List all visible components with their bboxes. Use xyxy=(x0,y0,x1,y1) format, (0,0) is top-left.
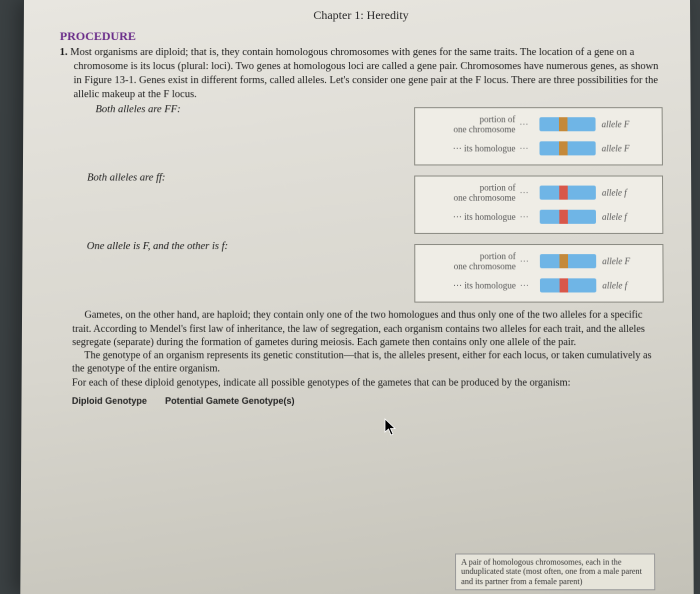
chromosome-icon xyxy=(540,186,596,200)
chapter-title: Chapter 1: Heredity xyxy=(60,8,662,23)
case-2-label: Both alleles are ff: xyxy=(59,172,406,186)
side-note-box: A pair of homologous chromosomes, each i… xyxy=(455,553,655,590)
chromosome-icon xyxy=(540,210,596,224)
procedure-heading: PROCEDURE xyxy=(60,29,662,44)
col-1: Diploid Genotype xyxy=(72,396,147,406)
case-1-label: Both alleles are FF: xyxy=(59,104,406,118)
figure-3: portion ofone chromosome ··· allele F ··… xyxy=(414,244,663,303)
case-3-label: One allele is F, and the other is f: xyxy=(59,240,407,254)
chromosome-icon xyxy=(539,118,595,132)
case-row-2: Both alleles are ff: portion ofone chrom… xyxy=(59,172,664,241)
textbook-page: Chapter 1: Heredity PROCEDURE 1. Most or… xyxy=(20,0,693,594)
figure-2: portion ofone chromosome ··· allele f ··… xyxy=(414,176,663,234)
cursor-icon xyxy=(384,418,398,436)
para-1: Most organisms are diploid; that is, the… xyxy=(70,47,658,100)
case-row-3: One allele is F, and the other is f: por… xyxy=(58,240,663,309)
case-row-1: Both alleles are FF: portion ofone chrom… xyxy=(59,104,663,172)
figure-1: portion ofone chromosome ··· allele F ··… xyxy=(414,108,663,166)
col-2: Potential Gamete Genotype(s) xyxy=(165,396,295,406)
para-3: The genotype of an organism represents i… xyxy=(58,349,664,376)
chromosome-icon xyxy=(540,255,596,269)
para-4: For each of these diploid genotypes, ind… xyxy=(58,376,664,389)
procedure-item-1: 1. Most organisms are diploid; that is, … xyxy=(59,46,662,102)
para-2: Gametes, on the other hand, are haploid;… xyxy=(58,309,664,349)
chromosome-icon xyxy=(539,142,595,156)
item-number: 1. xyxy=(60,47,68,58)
table-header: Diploid Genotype Potential Gamete Genoty… xyxy=(58,396,665,406)
chromosome-icon xyxy=(540,279,596,293)
